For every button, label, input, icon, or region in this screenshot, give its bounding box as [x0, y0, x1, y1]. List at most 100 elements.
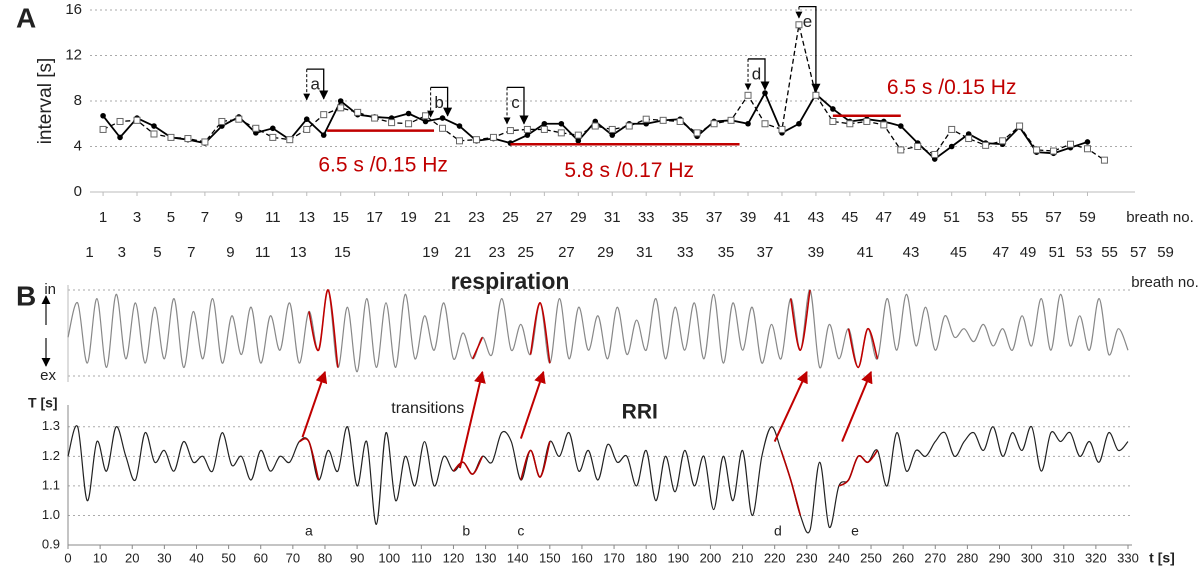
x-tick-label: 11 — [265, 209, 281, 226]
x-tick-label: 30 — [157, 550, 171, 565]
annotation-letter: e — [803, 12, 812, 31]
point — [286, 136, 294, 144]
point — [1067, 140, 1075, 148]
x-tick-label: 40 — [189, 550, 203, 565]
annotation-letter: d — [774, 523, 782, 539]
point — [1016, 122, 1024, 130]
point — [100, 112, 106, 119]
x-tick-label: 230 — [796, 550, 818, 565]
x2-axis-label: breath no. — [1131, 274, 1199, 291]
point — [405, 120, 413, 128]
x-tick-label: 250 — [860, 550, 882, 565]
x-tick-label: 15 — [332, 209, 349, 226]
x-tick-label: 160 — [571, 550, 593, 565]
x2-tick-label: 35 — [718, 244, 735, 261]
point — [422, 118, 429, 125]
annotation: transitions — [391, 400, 464, 417]
x2-tick-label: 11 — [255, 244, 271, 261]
signal-highlight — [529, 302, 551, 364]
point — [541, 120, 548, 127]
x-tick-label: 20 — [125, 550, 139, 565]
point — [982, 141, 990, 149]
point — [931, 150, 939, 158]
signal-highlight — [520, 441, 551, 481]
point — [846, 120, 854, 128]
point — [540, 125, 548, 133]
point — [727, 116, 735, 124]
x-axis-label: t [s] — [1149, 550, 1175, 566]
point — [897, 123, 904, 129]
point — [710, 120, 718, 128]
point — [948, 143, 955, 150]
y-tick-label: 8 — [74, 92, 82, 109]
x2-tick-label: 33 — [677, 244, 694, 261]
x-tick-label: 37 — [706, 209, 723, 226]
x-tick-label: 140 — [507, 550, 529, 565]
signal-highlight — [308, 289, 339, 368]
point — [116, 117, 124, 125]
point — [608, 125, 616, 133]
annotation-letter: d — [752, 64, 761, 83]
point — [914, 143, 922, 150]
y-tick-label: 1.2 — [42, 448, 60, 463]
period-label: 6.5 s /0.15 Hz — [887, 76, 1017, 99]
x-tick-label: 39 — [740, 209, 757, 226]
panel-label: A — [16, 2, 36, 33]
x2-tick-label: 3 — [118, 244, 126, 261]
annotation-letter: a — [310, 75, 320, 94]
point — [252, 124, 260, 132]
x2-tick-label: 39 — [808, 244, 825, 261]
x-tick-label: 27 — [536, 209, 553, 226]
y-tick-label: 0.9 — [42, 536, 60, 551]
point — [150, 130, 158, 138]
x2-tick-label: 25 — [517, 244, 534, 261]
point — [354, 108, 362, 116]
x-tick-label: 45 — [842, 209, 859, 226]
point — [422, 112, 430, 120]
annotation-letter: a — [305, 523, 313, 539]
x-tick-label: 100 — [378, 550, 400, 565]
point — [693, 129, 701, 137]
x2-tick-label: 43 — [903, 244, 920, 261]
point — [405, 110, 412, 117]
x-tick-label: 25 — [502, 209, 519, 226]
y-tick-label: 0 — [74, 183, 82, 200]
point — [642, 115, 650, 123]
x-tick-label: 10 — [93, 550, 107, 565]
point — [812, 91, 820, 99]
x-tick-label: 130 — [475, 550, 497, 565]
point — [1050, 147, 1058, 155]
x-tick-label: 43 — [808, 209, 825, 226]
transition-arrow — [773, 370, 808, 442]
y-axis-label: T [s] — [28, 395, 58, 411]
x-tick-label: 260 — [892, 550, 914, 565]
x-tick-label: 170 — [603, 550, 625, 565]
x-tick-label: 280 — [957, 550, 979, 565]
point — [557, 129, 565, 137]
x-tick-label: 47 — [875, 209, 892, 226]
x-tick-label: 330 — [1117, 550, 1139, 565]
transition-arrow — [519, 370, 546, 439]
x-tick-label: 70 — [286, 550, 300, 565]
point — [269, 125, 276, 132]
point — [235, 115, 243, 123]
x-tick-label: 300 — [1021, 550, 1043, 565]
x2-tick-label: 1 — [85, 244, 93, 261]
point — [337, 104, 345, 112]
point — [830, 106, 836, 112]
point — [371, 114, 379, 122]
x-tick-label: 13 — [298, 209, 315, 226]
x-tick-label: 23 — [468, 209, 485, 226]
point — [999, 137, 1007, 145]
point — [796, 120, 802, 127]
panel-label: B — [16, 280, 36, 311]
point — [1033, 146, 1041, 154]
point — [829, 117, 837, 125]
annotation-letter: c — [517, 523, 524, 539]
x2-tick-label: 37 — [757, 244, 774, 261]
bracket-solid — [430, 86, 453, 117]
x-axis-label: breath no. — [1126, 209, 1194, 226]
point — [320, 111, 328, 119]
x-tick-label: 55 — [1011, 209, 1028, 226]
point — [762, 90, 768, 96]
